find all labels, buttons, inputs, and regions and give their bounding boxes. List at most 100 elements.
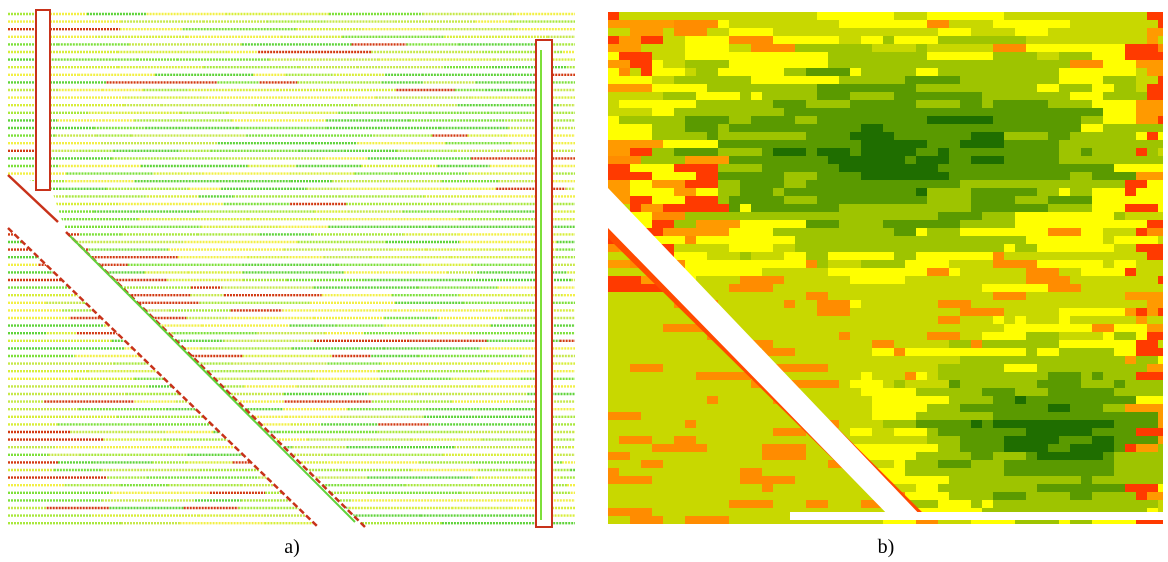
cell xyxy=(828,276,850,284)
cell xyxy=(850,132,894,140)
cell xyxy=(1026,268,1059,276)
panel-b xyxy=(608,12,1163,524)
cell xyxy=(608,124,652,132)
cell xyxy=(652,332,696,340)
cell xyxy=(1070,316,1103,324)
cell xyxy=(1147,92,1163,100)
cell xyxy=(762,268,784,276)
cell xyxy=(1158,380,1163,388)
cell xyxy=(1070,492,1092,500)
cell xyxy=(960,436,1004,444)
cell xyxy=(1147,308,1158,316)
cell xyxy=(1048,92,1070,100)
cell xyxy=(905,468,938,476)
cell xyxy=(696,260,740,268)
cell xyxy=(784,476,795,484)
cell xyxy=(927,196,960,204)
cell xyxy=(652,124,685,132)
cell xyxy=(839,348,861,356)
cell xyxy=(927,172,949,180)
cell xyxy=(641,388,674,396)
cell xyxy=(872,60,883,68)
cell xyxy=(960,500,971,508)
cell xyxy=(1059,484,1081,492)
cell xyxy=(696,220,740,228)
cell xyxy=(762,212,795,220)
cell xyxy=(773,316,817,324)
cell xyxy=(1092,172,1136,180)
cell xyxy=(1092,324,1114,332)
cell xyxy=(1015,132,1048,140)
cell xyxy=(1114,444,1125,452)
cell xyxy=(707,28,729,36)
cell xyxy=(718,180,729,188)
cell xyxy=(773,356,795,364)
cell xyxy=(927,124,971,132)
cell xyxy=(872,148,894,156)
cell xyxy=(1136,84,1147,92)
cell xyxy=(641,356,652,364)
cell xyxy=(1092,196,1136,204)
cell xyxy=(883,236,927,244)
cell xyxy=(817,396,828,404)
cell xyxy=(1048,388,1092,396)
cell xyxy=(971,220,1015,228)
cell xyxy=(1026,332,1059,340)
cell xyxy=(707,460,729,468)
cell xyxy=(982,92,1004,100)
cell xyxy=(1147,84,1163,92)
cell xyxy=(938,116,949,124)
cell xyxy=(971,28,982,36)
cell xyxy=(1015,212,1048,220)
cell xyxy=(828,492,839,500)
cell xyxy=(894,116,927,124)
cell xyxy=(663,324,696,332)
cell xyxy=(1081,476,1092,484)
cell xyxy=(850,148,861,156)
cell xyxy=(916,156,949,164)
cell xyxy=(894,164,905,172)
cell xyxy=(894,52,927,60)
cell xyxy=(751,140,784,148)
cell xyxy=(806,212,839,220)
cell xyxy=(1059,308,1092,316)
cell xyxy=(817,148,850,156)
cell xyxy=(817,332,839,340)
cell xyxy=(718,140,751,148)
cell xyxy=(1125,44,1158,52)
cell xyxy=(839,20,872,28)
cell xyxy=(872,436,883,444)
cell xyxy=(773,484,806,492)
cell xyxy=(762,164,795,172)
cell xyxy=(971,364,1004,372)
cell xyxy=(905,372,916,380)
cell xyxy=(729,268,762,276)
cell xyxy=(663,36,685,44)
cell xyxy=(927,244,971,252)
cell xyxy=(916,68,938,76)
cell xyxy=(1015,204,1048,212)
cell xyxy=(839,188,850,196)
cell xyxy=(663,468,707,476)
cell xyxy=(685,60,729,68)
cell xyxy=(1081,148,1092,156)
cell xyxy=(762,124,795,132)
cell xyxy=(905,380,949,388)
cell xyxy=(872,172,894,180)
cell xyxy=(652,340,685,348)
cell xyxy=(861,124,883,132)
cell xyxy=(641,316,685,324)
cell xyxy=(1136,76,1158,84)
cell xyxy=(751,444,762,452)
cell xyxy=(740,420,762,428)
cell xyxy=(1070,60,1081,68)
cell xyxy=(982,28,1004,36)
cell xyxy=(619,68,630,76)
cell xyxy=(960,100,971,108)
cell xyxy=(718,300,751,308)
cell xyxy=(1026,36,1070,44)
cell xyxy=(729,60,751,68)
cell xyxy=(1092,204,1125,212)
cell xyxy=(1103,452,1114,460)
cell xyxy=(641,372,652,380)
